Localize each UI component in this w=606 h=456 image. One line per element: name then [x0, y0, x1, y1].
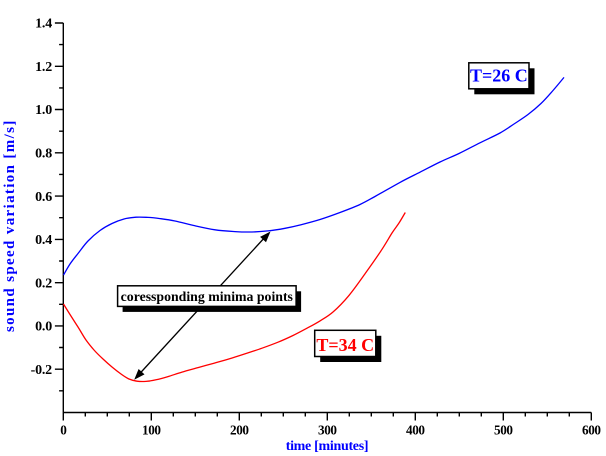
svg-text:500: 500 — [494, 423, 513, 438]
svg-text:T=26 C: T=26 C — [470, 66, 528, 86]
svg-text:0.0: 0.0 — [35, 320, 52, 335]
svg-text:1.0: 1.0 — [35, 103, 52, 118]
svg-text:0: 0 — [60, 423, 67, 438]
svg-text:300: 300 — [318, 423, 337, 438]
svg-text:1.2: 1.2 — [35, 60, 52, 75]
svg-text:0.8: 0.8 — [35, 147, 52, 162]
svg-text:sound speed variation [m/s]: sound speed variation [m/s] — [2, 119, 18, 332]
svg-text:400: 400 — [406, 423, 425, 438]
svg-text:T=34 C: T=34 C — [316, 335, 374, 355]
svg-text:0.2: 0.2 — [35, 276, 52, 291]
svg-text:-0.2: -0.2 — [31, 363, 53, 378]
svg-text:coressponding minima points: coressponding minima points — [121, 289, 294, 304]
svg-text:1.4: 1.4 — [35, 17, 52, 32]
svg-text:0.4: 0.4 — [35, 233, 52, 248]
svg-text:0.6: 0.6 — [35, 190, 52, 205]
svg-text:200: 200 — [230, 423, 249, 438]
svg-text:time [minutes]: time [minutes] — [286, 439, 369, 454]
svg-text:600: 600 — [582, 423, 601, 438]
svg-text:100: 100 — [142, 423, 161, 438]
